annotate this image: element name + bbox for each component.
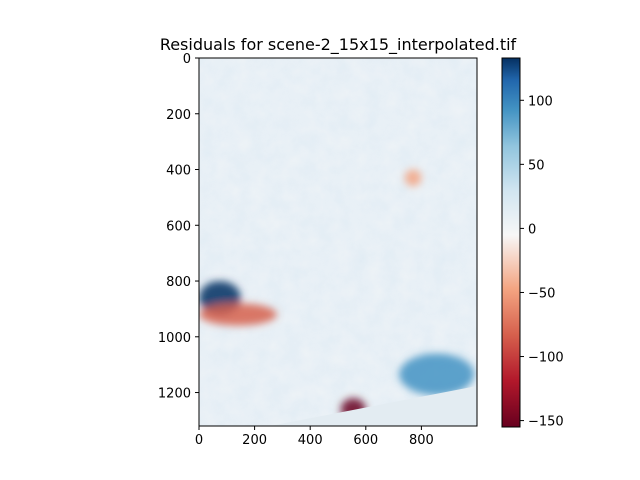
colorbar-tick-label: −50 [528, 286, 555, 301]
y-tick-label: 0 [183, 52, 191, 67]
x-tick-label: 400 [298, 433, 323, 448]
x-tick-label: 600 [353, 433, 378, 448]
heatmap-feature [399, 353, 475, 396]
y-tick-label: 400 [166, 164, 191, 179]
chart-title: Residuals for scene-2_15x15_interpolated… [160, 35, 517, 55]
y-tick-label: 1200 [158, 387, 191, 402]
x-axis: 0 200 400 600 800 [195, 426, 434, 448]
heatmap-image [199, 58, 477, 426]
colorbar-tick-label: 50 [528, 158, 545, 173]
y-tick-label: 200 [166, 108, 191, 123]
colorbar [501, 57, 521, 428]
nodata-region [270, 386, 477, 426]
x-tick-label: 800 [409, 433, 434, 448]
colorbar-tick-label: −150 [528, 415, 564, 430]
colorbar-axis: 100 50 0 −50 −100 −150 [520, 94, 564, 430]
y-tick-label: 600 [166, 219, 191, 234]
colorbar-tick-label: −100 [528, 351, 564, 366]
colorbar-tick-label: 100 [528, 94, 553, 109]
x-tick-label: 0 [195, 433, 203, 448]
y-tick-label: 800 [166, 275, 191, 290]
y-tick-label: 1000 [158, 331, 191, 346]
y-axis: 0 200 400 600 800 1000 1200 [158, 52, 199, 402]
plot-frame [198, 57, 478, 427]
heatmap-feature [199, 303, 277, 326]
colorbar-tick-label: 0 [528, 222, 536, 237]
heatmap-feature [404, 169, 422, 187]
x-tick-label: 200 [242, 433, 267, 448]
